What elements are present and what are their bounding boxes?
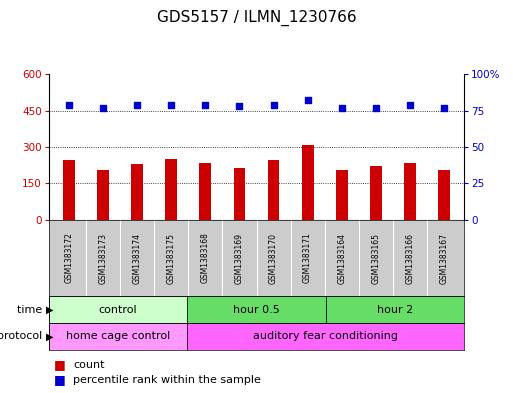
Bar [187, 323, 464, 350]
Bar [336, 170, 348, 220]
Point [201, 102, 209, 108]
Text: ▶: ▶ [46, 331, 54, 342]
Bar [49, 296, 187, 323]
Point [406, 102, 414, 108]
Point [371, 105, 380, 111]
Text: GSM1383166: GSM1383166 [405, 233, 415, 283]
Bar [187, 296, 326, 323]
Text: GSM1383173: GSM1383173 [98, 233, 108, 283]
Bar [200, 163, 211, 220]
Bar [49, 323, 187, 350]
Text: GSM1383164: GSM1383164 [337, 233, 346, 283]
Text: hour 2: hour 2 [377, 305, 413, 315]
Point [440, 105, 448, 111]
Text: count: count [73, 360, 105, 370]
Text: GSM1383170: GSM1383170 [269, 233, 278, 283]
Text: percentile rank within the sample: percentile rank within the sample [73, 375, 261, 385]
Bar [370, 166, 382, 220]
Text: hour 0.5: hour 0.5 [233, 305, 280, 315]
Point [338, 105, 346, 111]
Text: home cage control: home cage control [66, 331, 170, 342]
Text: GSM1383168: GSM1383168 [201, 233, 210, 283]
Text: GSM1383171: GSM1383171 [303, 233, 312, 283]
Point [269, 102, 278, 108]
Text: GSM1383175: GSM1383175 [167, 233, 176, 283]
Bar [268, 160, 280, 220]
Text: GSM1383165: GSM1383165 [371, 233, 380, 283]
Text: GSM1383174: GSM1383174 [133, 233, 142, 283]
Bar [438, 170, 450, 220]
Point [235, 103, 244, 109]
Bar [63, 160, 75, 220]
Text: control: control [98, 305, 137, 315]
Text: ▶: ▶ [46, 305, 54, 315]
Bar [326, 296, 464, 323]
Text: GSM1383169: GSM1383169 [235, 233, 244, 283]
Text: ■: ■ [54, 373, 70, 386]
Text: ■: ■ [54, 358, 70, 371]
Bar [404, 163, 416, 220]
Bar [131, 164, 143, 220]
Point [167, 102, 175, 108]
Bar [165, 159, 177, 220]
Text: time: time [17, 305, 46, 315]
Point [133, 102, 142, 108]
Bar [97, 170, 109, 220]
Text: GSM1383172: GSM1383172 [65, 233, 74, 283]
Text: protocol: protocol [0, 331, 46, 342]
Bar [302, 145, 313, 220]
Text: GDS5157 / ILMN_1230766: GDS5157 / ILMN_1230766 [156, 10, 357, 26]
Point [304, 97, 312, 104]
Point [99, 105, 107, 111]
Bar [233, 167, 245, 220]
Point [65, 102, 73, 108]
Text: auditory fear conditioning: auditory fear conditioning [253, 331, 398, 342]
Text: GSM1383167: GSM1383167 [439, 233, 448, 283]
